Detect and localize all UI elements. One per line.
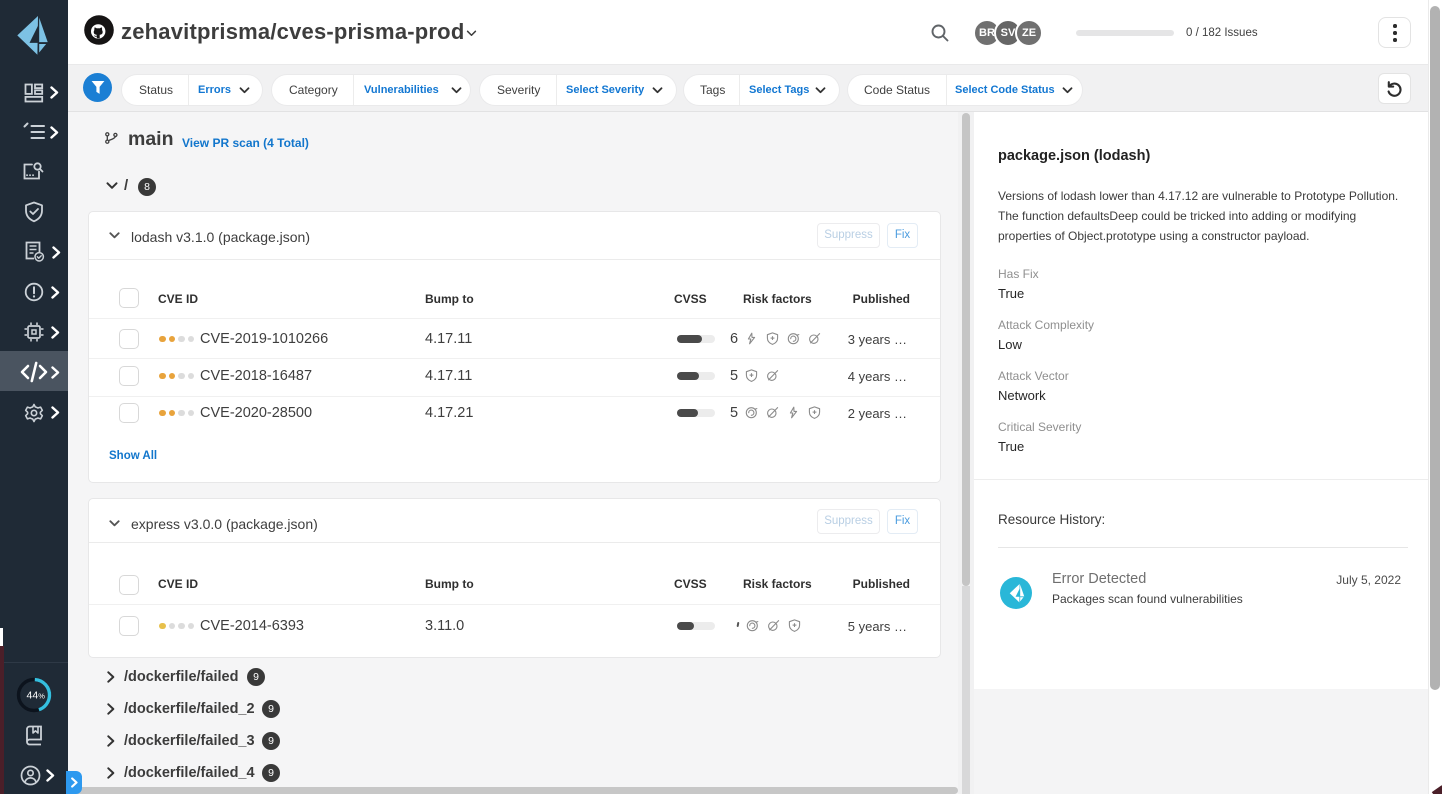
svg-text:44%: 44% — [27, 690, 46, 702]
